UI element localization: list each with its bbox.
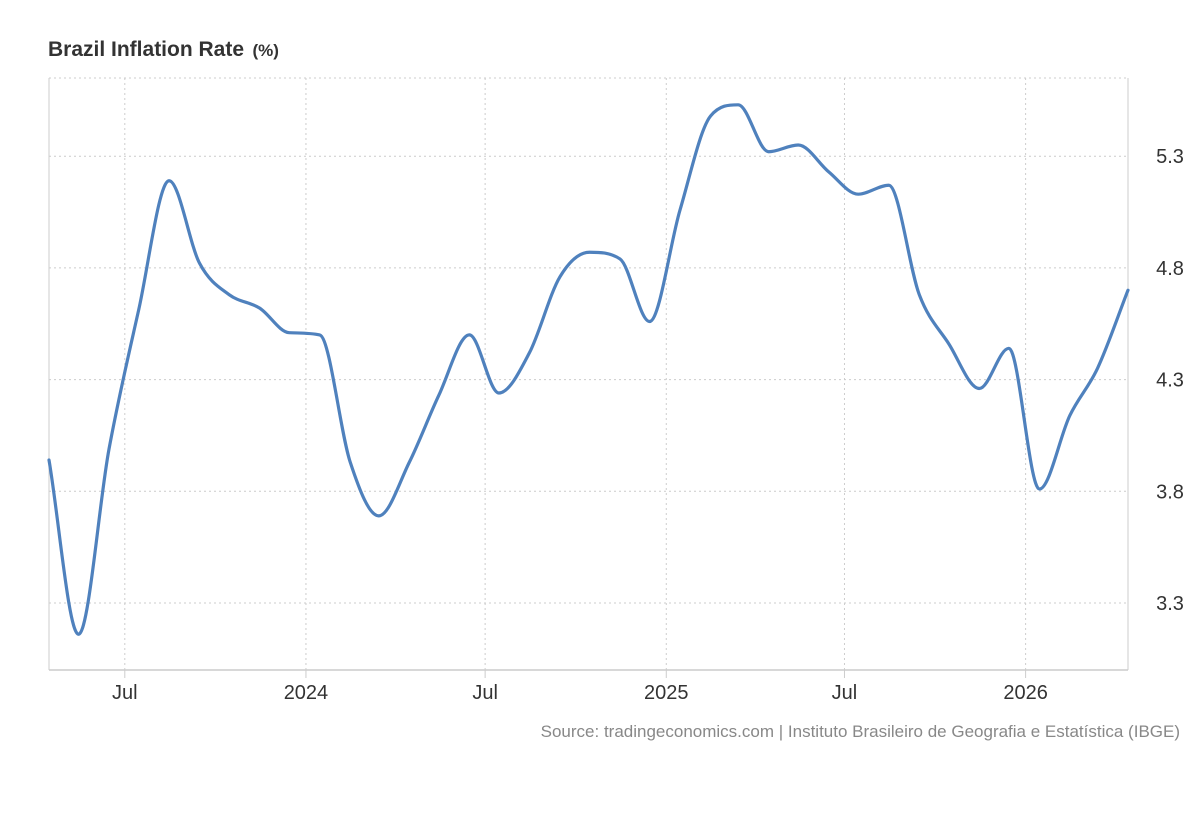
- x-tick-label: 2024: [284, 682, 329, 704]
- x-tick-label: Jul: [472, 682, 498, 704]
- chart-title-unit: (%): [252, 41, 279, 60]
- x-tick-label: 2025: [644, 682, 689, 704]
- y-tick-label: 4.8: [1156, 258, 1184, 280]
- chart-title: Brazil Inflation Rate (%): [48, 38, 279, 62]
- source-note: Source: tradingeconomics.com | Instituto…: [540, 722, 1180, 741]
- x-tick-label: Jul: [112, 682, 138, 704]
- y-tick-label: 5.3: [1156, 146, 1184, 168]
- x-tick-label: 2026: [1003, 682, 1048, 704]
- inflation-rate-line: [47, 103, 1130, 636]
- tick-labels: 3.3 3.8 4.3 4.8 5.3 Jul 2024 Jul 2025 Jul 2026: [112, 146, 1184, 704]
- y-tick-label: 3.8: [1156, 481, 1184, 503]
- y-tick-label: 4.3: [1156, 370, 1184, 392]
- y-tick-label: 3.3: [1156, 593, 1184, 615]
- axes-layer: [48, 78, 1129, 678]
- x-tick-label: Jul: [832, 682, 858, 704]
- series-layer: [47, 103, 1130, 636]
- chart-title-text: Brazil Inflation Rate: [48, 38, 245, 61]
